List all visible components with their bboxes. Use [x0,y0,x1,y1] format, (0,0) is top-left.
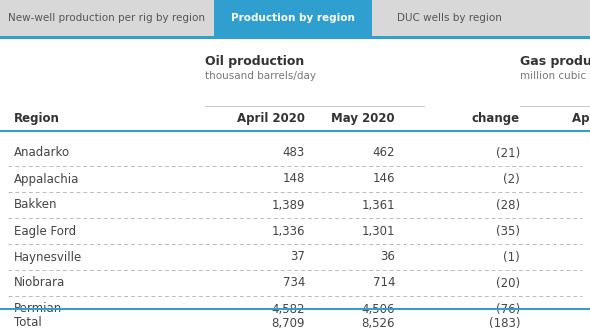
Text: Gas production: Gas production [520,55,590,68]
Text: change: change [472,112,520,125]
Text: April 2020: April 2020 [237,112,305,125]
Text: 1,389: 1,389 [271,199,305,211]
Text: 1,301: 1,301 [362,224,395,238]
Text: 714: 714 [372,277,395,290]
Text: 4,582: 4,582 [271,302,305,316]
Text: Haynesville: Haynesville [14,251,82,263]
Text: 37: 37 [290,251,305,263]
Text: 1,361: 1,361 [361,199,395,211]
Text: thousand barrels/day: thousand barrels/day [205,71,316,81]
Text: 462: 462 [372,146,395,160]
Text: 148: 148 [283,172,305,185]
Text: 483: 483 [283,146,305,160]
Text: (2): (2) [503,172,520,185]
Text: Anadarko: Anadarko [14,146,70,160]
Text: 8,709: 8,709 [271,317,305,330]
Bar [520,106,590,107]
Bar [372,0,528,36]
Text: Eagle Ford: Eagle Ford [14,224,76,238]
Bar [0,308,590,310]
Text: April 2020: April 2020 [572,112,590,125]
Bar [0,0,590,36]
Text: Production by region: Production by region [231,13,355,23]
Text: 734: 734 [283,277,305,290]
Text: DUC wells by region: DUC wells by region [398,13,502,23]
Bar [0,36,590,39]
Text: (76): (76) [496,302,520,316]
Text: (183): (183) [489,317,520,330]
Bar [0,0,214,36]
Text: Total: Total [14,317,42,330]
Text: Oil production: Oil production [205,55,304,68]
Text: million cubic feet/day: million cubic feet/day [520,71,590,81]
Text: Region: Region [14,112,60,125]
Text: 146: 146 [372,172,395,185]
Text: (1): (1) [503,251,520,263]
Bar [205,106,425,107]
Text: Bakken: Bakken [14,199,57,211]
Text: 36: 36 [380,251,395,263]
Text: (21): (21) [496,146,520,160]
Text: New-well production per rig by region: New-well production per rig by region [8,13,205,23]
Text: May 2020: May 2020 [332,112,395,125]
Text: Appalachia: Appalachia [14,172,80,185]
Text: (28): (28) [496,199,520,211]
Text: 8,526: 8,526 [362,317,395,330]
Text: (35): (35) [496,224,520,238]
Bar [0,130,590,132]
Bar [214,0,372,36]
Text: (20): (20) [496,277,520,290]
Text: Niobrara: Niobrara [14,277,65,290]
Text: Permian: Permian [14,302,63,316]
Text: 4,506: 4,506 [362,302,395,316]
Text: 1,336: 1,336 [271,224,305,238]
